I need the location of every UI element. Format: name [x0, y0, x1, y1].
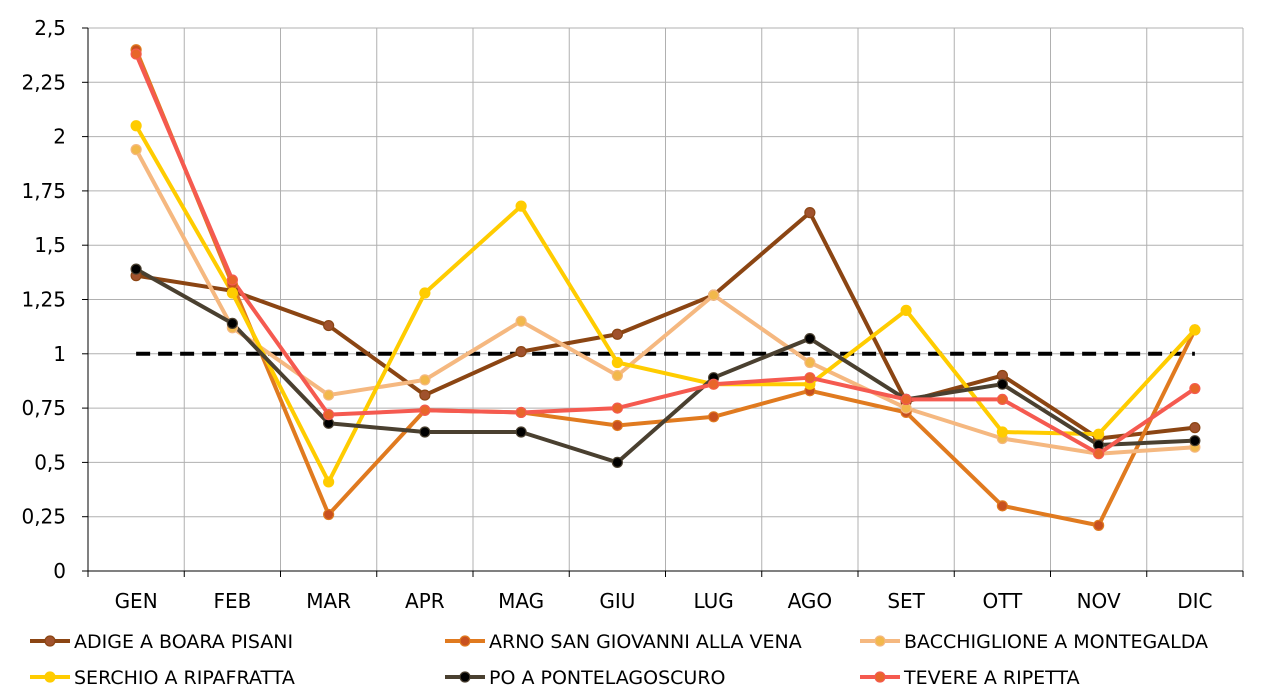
- data-point: [419, 404, 431, 416]
- x-tick-label: SET: [887, 589, 925, 613]
- x-tick-label: DIC: [1177, 589, 1212, 613]
- legend-marker: [874, 635, 886, 647]
- y-tick-label: 2: [53, 125, 66, 149]
- data-point: [323, 508, 335, 521]
- data-point: [804, 356, 816, 369]
- data-point: [900, 393, 912, 406]
- data-point: [611, 356, 623, 369]
- series-group: [130, 44, 1201, 531]
- data-point: [515, 406, 527, 419]
- data-point: [804, 372, 816, 384]
- x-tick-label: APR: [405, 589, 445, 613]
- data-point: [1189, 422, 1201, 434]
- x-tick-label: LUG: [693, 589, 733, 613]
- data-point: [708, 289, 720, 301]
- data-point: [323, 389, 335, 401]
- legend-marker: [44, 671, 56, 683]
- data-point: [1093, 519, 1105, 531]
- data-point: [323, 409, 335, 421]
- data-point: [419, 287, 431, 299]
- legend-marker: [459, 671, 471, 683]
- series-line: [134, 267, 1197, 465]
- data-point: [1189, 435, 1201, 447]
- series-line: [134, 123, 1197, 484]
- data-point: [419, 389, 431, 401]
- x-tick-label: FEB: [213, 589, 251, 613]
- series-line: [134, 52, 1197, 456]
- legend-marker: [459, 635, 471, 647]
- data-point: [1189, 324, 1201, 336]
- data-point: [708, 411, 720, 423]
- y-tick-label: 0,25: [21, 505, 66, 529]
- data-point: [900, 304, 912, 316]
- legend-label: ARNO SAN GIOVANNI ALLA VENA: [489, 631, 802, 653]
- series-line: [134, 210, 1197, 441]
- data-point: [996, 426, 1008, 438]
- series-line: [134, 147, 1197, 456]
- legend-label: ADIGE A BOARA PISANI: [74, 631, 293, 653]
- x-tick-label: NOV: [1077, 589, 1121, 613]
- y-tick-label: 2,5: [34, 16, 66, 40]
- data-point: [323, 476, 335, 488]
- data-point: [130, 263, 142, 275]
- y-tick-label: 0,75: [21, 396, 66, 420]
- legend-marker: [44, 635, 56, 647]
- legend-label: TEVERE A RIPETTA: [903, 667, 1080, 689]
- data-point: [611, 369, 623, 382]
- x-tick-label: OTT: [982, 589, 1023, 613]
- data-point: [611, 402, 623, 414]
- data-point: [515, 426, 527, 438]
- y-tick-label: 2,25: [21, 70, 66, 94]
- legend-label: BACCHIGLIONE A MONTEGALDA: [904, 631, 1208, 653]
- data-point: [611, 328, 623, 340]
- x-tick-label: MAG: [498, 589, 544, 613]
- data-point: [130, 48, 142, 60]
- data-point: [1093, 448, 1105, 460]
- y-tick-label: 1,75: [21, 179, 66, 203]
- data-point: [1189, 382, 1201, 395]
- x-tick-labels: GEN FEB MAR APR MAG GIU LUG AGO SET OTT NOV DIC: [115, 589, 1213, 613]
- x-tick-label: GIU: [599, 589, 635, 613]
- data-point: [804, 207, 816, 219]
- data-point: [708, 378, 720, 390]
- legend-marker: [874, 671, 886, 683]
- data-point: [419, 426, 431, 438]
- data-point: [130, 120, 142, 132]
- x-tick-label: GEN: [115, 589, 158, 613]
- y-tick-labels: 0 0,25 0,5 0,75 1 1,25 1,5 1,75 2 2,25 2,5: [21, 16, 66, 583]
- data-point: [996, 500, 1008, 512]
- data-point: [804, 332, 816, 345]
- data-point: [226, 287, 238, 299]
- data-point: [130, 144, 142, 156]
- data-point: [515, 200, 527, 212]
- legend-label: PO A PONTELAGOSCURO: [489, 667, 725, 689]
- axes: [82, 27, 1244, 577]
- x-tick-label: MAR: [306, 589, 351, 613]
- y-tick-label: 0: [53, 559, 66, 583]
- y-tick-label: 1,25: [21, 288, 66, 312]
- data-point: [515, 315, 527, 327]
- data-point: [323, 319, 335, 332]
- data-point: [515, 346, 527, 358]
- y-tick-label: 1: [53, 342, 66, 366]
- y-tick-label: 0,5: [34, 450, 66, 474]
- data-point: [611, 419, 623, 432]
- data-point: [996, 393, 1008, 406]
- data-point: [226, 317, 238, 329]
- legend: ADIGE A BOARA PISANI ARNO SAN GIOVANNI AL…: [30, 631, 1208, 689]
- y-tick-label: 1,5: [34, 233, 66, 257]
- data-point: [996, 378, 1008, 390]
- data-point: [1093, 428, 1105, 440]
- legend-label: SERCHIO A RIPAFRATTA: [74, 667, 295, 689]
- x-tick-label: AGO: [788, 589, 833, 613]
- data-point: [611, 456, 623, 468]
- data-point: [419, 374, 431, 386]
- data-point: [226, 274, 238, 286]
